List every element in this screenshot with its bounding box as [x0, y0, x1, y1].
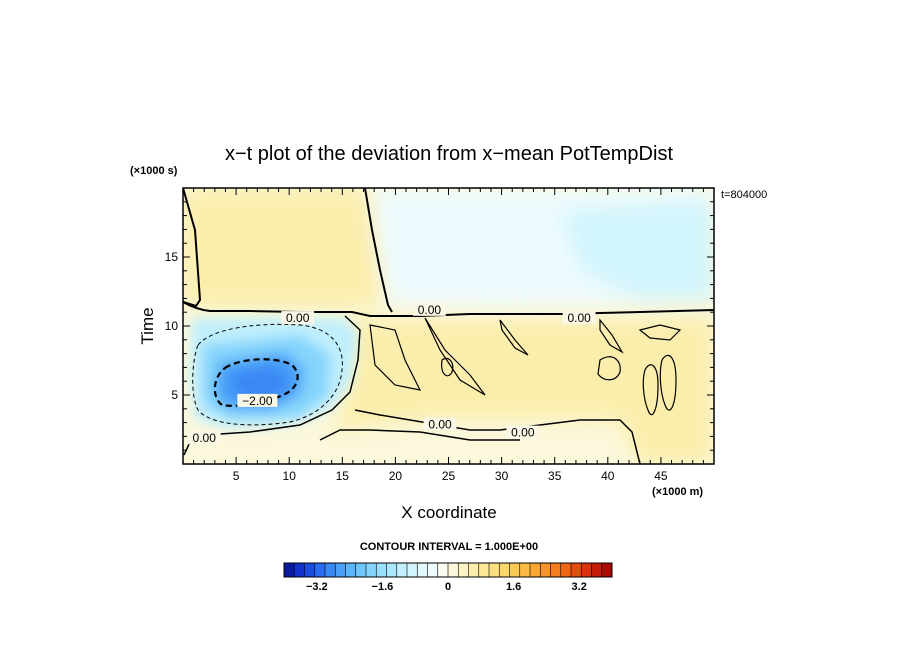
x-tick-label: 35 [548, 469, 562, 483]
x-tick-label: 40 [601, 469, 615, 483]
heatmap-field: 0.00 0.00 0.00 −2.00 0.00 0.00 0.00 [183, 188, 714, 464]
colorbar-tick-label: −3.2 [306, 581, 328, 593]
contour-label: 0.00 [286, 311, 310, 325]
contour-label-bg [281, 311, 315, 325]
colorbar-swatch [355, 563, 367, 577]
colorbar-swatch [499, 563, 510, 577]
contour-pool-neg2 [213, 358, 299, 407]
contour-lines [183, 188, 714, 464]
contour-label-bg [562, 311, 596, 325]
x-axis-label: X coordinate [401, 503, 496, 522]
zero-contour-lower-left [319, 429, 520, 441]
zero-contour-left-wall [183, 188, 202, 308]
x-tick-label: 25 [442, 469, 456, 483]
contour-blob-1 [597, 356, 621, 381]
colorbar-swatch [458, 563, 469, 577]
chart-title: x−t plot of the deviation from x−mean Po… [225, 143, 673, 165]
contour-labels: 0.00 0.00 0.00 −2.00 0.00 0.00 0.00 [187, 302, 596, 445]
colorbar-swatch [304, 563, 316, 577]
contour-label-bg [506, 425, 540, 439]
contour-label: −2.00 [242, 394, 273, 408]
contour-label: 0.00 [428, 417, 452, 431]
colorbar-swatch [478, 563, 490, 577]
contour-label-bg [412, 302, 446, 316]
x-tick-label: 30 [495, 469, 509, 483]
contour-streak-4 [599, 318, 624, 354]
zero-contour-lower [354, 409, 641, 464]
contour-label: 0.00 [418, 303, 442, 317]
colorbar-swatch [417, 563, 428, 577]
colorbar-swatch [325, 563, 336, 577]
contour-streak-3 [499, 319, 529, 356]
contour-interval-label: CONTOUR INTERVAL = 1.000E+00 [360, 541, 538, 553]
contour-label-bg [423, 417, 457, 431]
colorbar-swatch [509, 563, 521, 577]
x-tick-label: 5 [233, 469, 240, 483]
time-label: t=804000 [721, 189, 767, 201]
colorbar-swatch [366, 563, 377, 577]
y-axis: 5 10 15 [165, 201, 714, 451]
contour-blob-2 [638, 324, 682, 341]
zero-contour-upper [183, 301, 714, 317]
contour-label: 0.00 [567, 311, 591, 325]
colorbar-swatch [396, 563, 408, 577]
lower-warm-band-region [330, 318, 714, 464]
y-unit-label: (×1000 s) [130, 165, 178, 177]
colorbar [283, 562, 613, 578]
colorbar-tick-label: 1.6 [506, 581, 521, 593]
colorbar-swatch [519, 563, 531, 577]
y-tick-label: 15 [165, 250, 179, 264]
colorbar-swatch [591, 563, 603, 577]
colorbar-swatch [540, 563, 551, 577]
colorbar-swatch [601, 563, 613, 577]
contour-pool-neg1 [192, 323, 343, 426]
colorbar-swatch [294, 563, 305, 577]
contour-streak-1 [369, 324, 422, 391]
colorbar-swatch [550, 563, 562, 577]
colorbar-tick-label: 3.2 [572, 581, 587, 593]
x-tick-label: 10 [283, 469, 297, 483]
x-unit-label: (×1000 m) [652, 486, 703, 498]
colorbar-swatch [530, 563, 541, 577]
cold-pool-center-region [232, 365, 290, 402]
colorbar-swatch [489, 563, 500, 577]
colorbar-swatch [560, 563, 572, 577]
contour-blob-3 [441, 357, 454, 377]
colorbar-swatch [335, 563, 346, 577]
contour-label-bg [187, 431, 221, 445]
contour-oval-2 [659, 354, 677, 411]
colorbar-swatch [437, 563, 449, 577]
colorbar-swatch [284, 563, 295, 577]
contour-label-bg [237, 393, 278, 407]
zero-contour-center-wall [364, 188, 393, 313]
contour-oval-1 [642, 364, 659, 416]
contour-label: 0.00 [193, 431, 217, 445]
upper-left-warm-region [183, 188, 385, 308]
contour-label: 0.00 [511, 426, 535, 440]
colorbar-swatch [427, 563, 439, 577]
colorbar-swatch [314, 563, 326, 577]
x-axis: 5 10 15 20 25 30 35 40 45 [193, 188, 704, 483]
y-axis-label: Time [138, 307, 157, 344]
colorbar-swatch [376, 563, 387, 577]
colorbar-swatch [386, 563, 398, 577]
colorbar-swatch [571, 563, 582, 577]
x-tick-label: 20 [389, 469, 403, 483]
colorbar-tick-label: 0 [445, 581, 451, 593]
colorbar-tick-label: −1.6 [372, 581, 394, 593]
colorbar-swatch [581, 563, 592, 577]
colorbar-swatch [345, 563, 357, 577]
x-tick-label: 45 [654, 469, 668, 483]
colorbar-swatch [407, 563, 418, 577]
colorbar-swatch [448, 563, 459, 577]
y-tick-label: 5 [171, 388, 178, 402]
y-tick-label: 10 [165, 319, 179, 333]
colorbar-ticks: −3.2 −1.6 0 1.6 3.2 [306, 581, 587, 593]
colorbar-swatch [468, 563, 480, 577]
colorbar-frame [283, 562, 613, 578]
upper-right-cool-strong-region [560, 200, 714, 300]
contour-streak-2 [424, 317, 486, 396]
x-tick-label: 15 [336, 469, 350, 483]
